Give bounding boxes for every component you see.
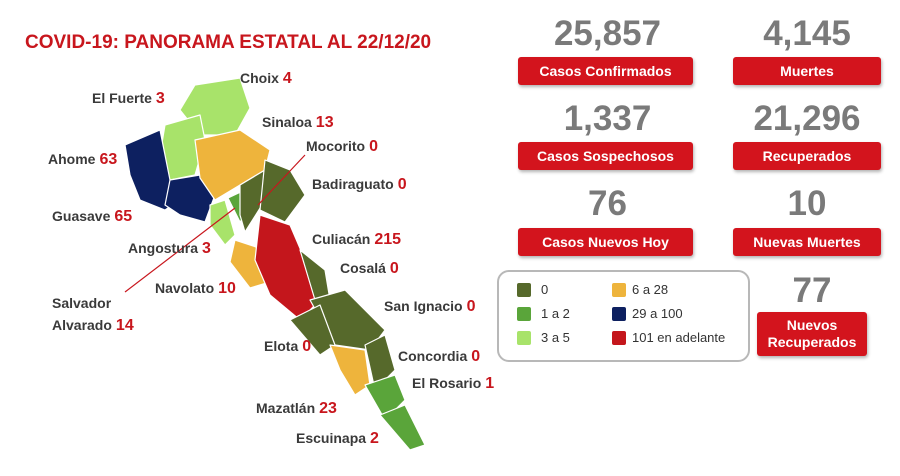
region-mocorito (239, 169, 266, 233)
muni-label: Mazatlán 23 (256, 400, 337, 418)
legend-swatch (517, 331, 531, 345)
muni-name: San Ignacio (384, 298, 463, 314)
muni-value: 0 (466, 298, 476, 315)
muni-label: Choix 4 (240, 70, 292, 88)
muni-label: Elota 0 (264, 338, 311, 356)
stat-value: 77 (792, 271, 832, 310)
stat-value: 25,857 (553, 14, 662, 53)
muni-label: Badiraguato 0 (312, 176, 407, 194)
muni-name: Angostura (128, 240, 198, 256)
muni-name: Escuinapa (296, 430, 367, 446)
muni-label: San Ignacio 0 (384, 298, 475, 316)
muni-value: 4 (282, 70, 292, 87)
muni-label: Cosalá 0 (340, 260, 399, 278)
muni-value: 2 (370, 430, 379, 447)
muni-value: 13 (315, 114, 334, 131)
stat-label: Casos Confirmados (518, 57, 693, 85)
muni-name: Ahome (48, 151, 96, 167)
legend-label: 0 (541, 282, 549, 297)
muni-name: Mazatlán (256, 400, 316, 416)
legend-label: 6 a 28 (632, 282, 669, 297)
muni-name: Concordia (398, 348, 468, 364)
muni-value: 0 (369, 138, 379, 155)
stat-label: Casos Nuevos Hoy (518, 228, 693, 256)
stat-value: 10 (787, 184, 827, 223)
muni-name: Guasave (52, 208, 111, 224)
muni-name: Choix (240, 70, 279, 86)
stat-value: 76 (588, 184, 627, 223)
muni-value: 1 (485, 375, 495, 392)
region-mazatlan (329, 344, 371, 396)
legend-label: 3 a 5 (541, 330, 570, 345)
leader-line (257, 154, 306, 206)
muni-value: 0 (302, 338, 312, 355)
muni-label: Culiacán 215 (312, 231, 401, 249)
stat-label: Muertes (733, 57, 881, 85)
muni-label: Guasave 65 (52, 208, 132, 226)
muni-label: Concordia 0 (398, 348, 480, 366)
legend-label: 101 en adelante (632, 330, 726, 345)
muni-value: 215 (374, 231, 402, 248)
stat-value: 21,296 (753, 99, 861, 138)
muni-label: Mocorito 0 (306, 138, 378, 156)
legend: 0 1 a 2 3 a 5 6 a 28 29 a 100 101 en adelante (497, 270, 750, 362)
muni-value: 23 (319, 400, 337, 417)
muni-label: El Rosario 1 (412, 375, 494, 393)
region-elota (289, 304, 336, 356)
muni-label: Ahome 63 (48, 151, 117, 169)
stat-label: Nuevos Recuperados (757, 312, 867, 356)
stat-label: Recuperados (733, 142, 881, 170)
region-concordia (364, 334, 396, 391)
muni-name: Sinaloa (262, 114, 312, 130)
muni-name: Culiacán (312, 231, 371, 247)
stat-label: Nuevas Muertes (733, 228, 881, 256)
muni-value: 0 (389, 260, 399, 277)
muni-value: 3 (155, 90, 165, 107)
stat-value: 1,337 (563, 99, 652, 138)
stat-value: 4,145 (763, 14, 851, 53)
legend-swatch (517, 307, 531, 321)
muni-label: Salvador Alvarado 14 (52, 292, 147, 337)
muni-label: Navolato 10 (155, 280, 236, 298)
muni-value: 63 (99, 151, 118, 168)
muni-name: Navolato (155, 280, 215, 296)
muni-label: Angostura 3 (128, 240, 211, 258)
muni-name: Salvador Alvarado (52, 295, 112, 333)
legend-swatch (612, 331, 626, 345)
muni-label: El Fuerte 3 (92, 90, 165, 108)
muni-value: 3 (202, 240, 211, 257)
stat-label: Casos Sospechosos (518, 142, 693, 170)
muni-label: Sinaloa 13 (262, 114, 334, 132)
region-badiraguato (259, 159, 306, 223)
muni-value: 0 (471, 348, 481, 365)
map (124, 77, 426, 451)
muni-name: El Rosario (412, 375, 482, 391)
region-angostura (209, 199, 236, 246)
legend-swatch (517, 283, 531, 297)
title: COVID-19: PANORAMA ESTATAL AL 22/12/20 (25, 32, 432, 53)
legend-swatch (612, 307, 626, 321)
region-escuinapa (379, 404, 426, 451)
muni-name: Cosalá (340, 260, 386, 276)
muni-name: Mocorito (306, 138, 366, 154)
muni-name: El Fuerte (92, 90, 152, 106)
leader-line (124, 207, 236, 293)
muni-name: Elota (264, 338, 299, 354)
muni-name: Badiraguato (312, 176, 394, 192)
legend-label: 29 a 100 (632, 306, 683, 321)
muni-value: 0 (397, 176, 407, 193)
muni-label: Escuinapa 2 (296, 430, 379, 448)
muni-value: 10 (218, 280, 236, 297)
muni-value: 65 (114, 208, 133, 225)
muni-value: 14 (115, 317, 134, 334)
legend-swatch (612, 283, 626, 297)
legend-label: 1 a 2 (541, 306, 570, 321)
